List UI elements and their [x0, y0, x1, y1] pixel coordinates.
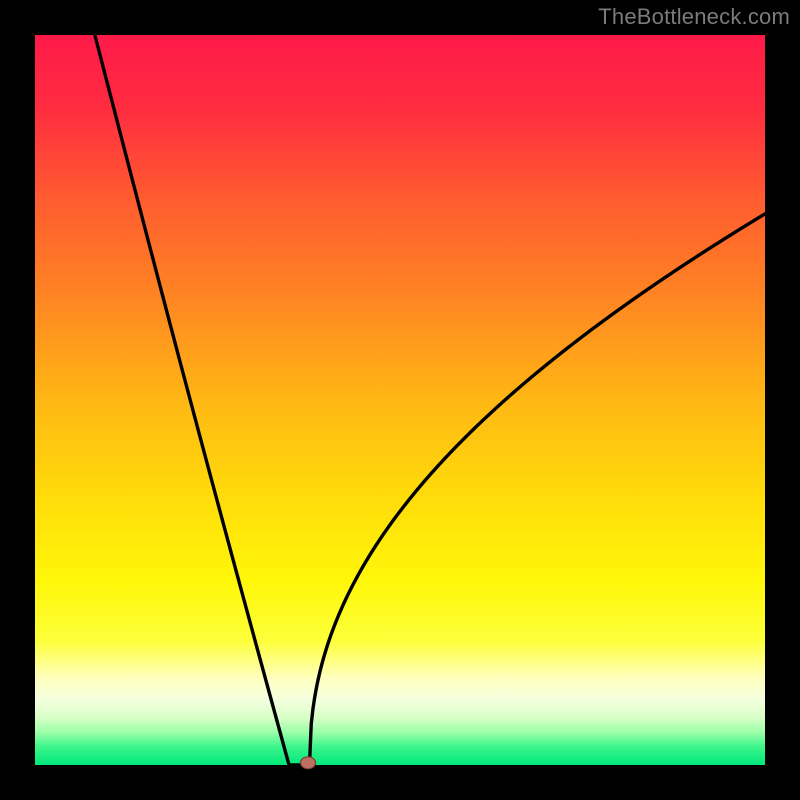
plot-background — [35, 35, 765, 765]
apex-marker — [301, 757, 316, 769]
chart-svg — [0, 0, 800, 800]
chart-container: TheBottleneck.com — [0, 0, 800, 800]
